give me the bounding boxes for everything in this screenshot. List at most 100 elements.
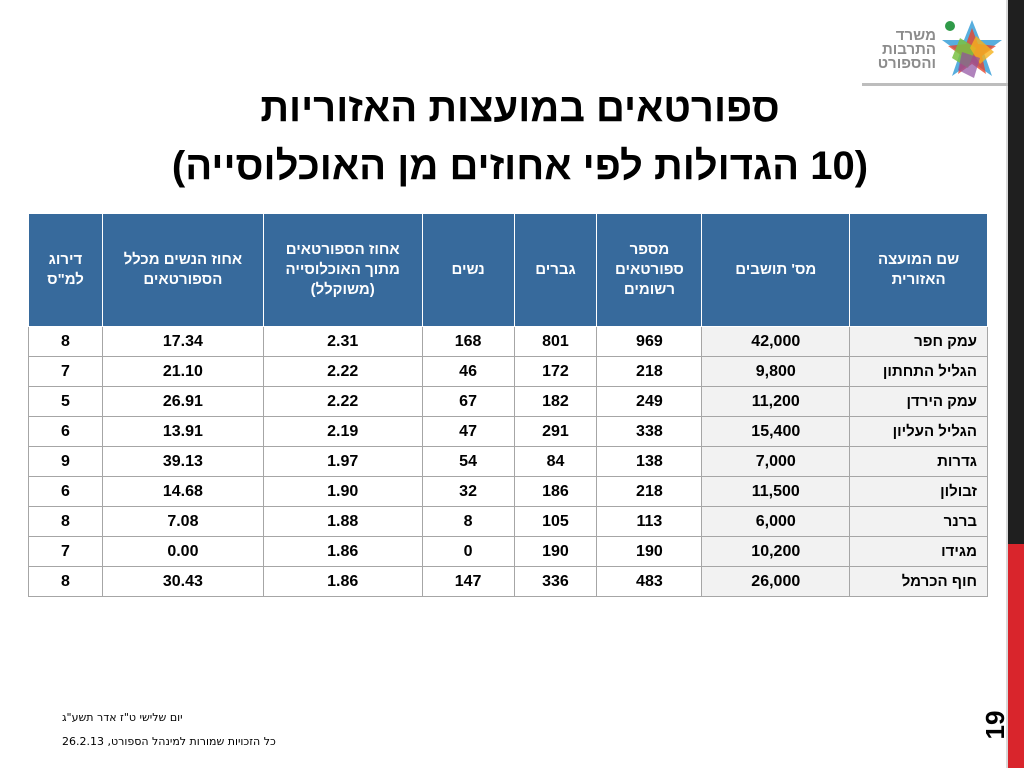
table-row: זבולון 11,500 218 186 32 1.90 14.68 6 — [28, 476, 988, 507]
cell-women: 32 — [421, 476, 515, 507]
cell-council-name: הגליל העליון — [849, 416, 988, 447]
cell-rank: 6 — [28, 416, 103, 447]
cell-athletes-percent: 2.22 — [262, 386, 423, 417]
header-athletes-percent: אחוז הספורטאים מתוך האוכלוסייה (משוקלל) — [262, 213, 423, 327]
cell-women-percent: 21.10 — [101, 356, 264, 387]
cell-rank: 8 — [28, 566, 103, 597]
logo-underline — [862, 83, 1008, 86]
cell-rank: 9 — [28, 446, 103, 477]
cell-women-percent: 13.91 — [101, 416, 264, 447]
footer-copyright: כל הזכויות שמורות למינהל הספורט, 26.2.13 — [62, 735, 276, 748]
sports-councils-table: שם המועצה האזורית מס' תושבים מספר ספורטא… — [28, 213, 988, 597]
cell-council-name: הגליל התחתון — [849, 356, 988, 387]
logo-line-1: משרד — [895, 27, 936, 44]
header-residents: מס' תושבים — [701, 213, 851, 327]
page-number: 19 — [980, 710, 1010, 740]
cell-residents: 6,000 — [701, 506, 851, 537]
cell-rank: 6 — [28, 476, 103, 507]
slide-divider-line — [1006, 0, 1008, 768]
cell-residents: 10,200 — [701, 536, 851, 567]
cell-women-percent: 7.08 — [101, 506, 264, 537]
cell-registered-athletes: 969 — [596, 326, 703, 357]
header-council-name: שם המועצה האזורית — [849, 213, 988, 327]
header-women: נשים — [421, 213, 515, 327]
cell-women: 147 — [421, 566, 515, 597]
table-row: עמק חפר 42,000 969 801 168 2.31 17.34 8 — [28, 326, 988, 357]
cell-women: 168 — [421, 326, 515, 357]
cell-men: 182 — [513, 386, 598, 417]
cell-registered-athletes: 218 — [596, 476, 703, 507]
cell-men: 336 — [513, 566, 598, 597]
cell-residents: 42,000 — [701, 326, 851, 357]
cell-registered-athletes: 483 — [596, 566, 703, 597]
cell-athletes-percent: 1.86 — [262, 566, 423, 597]
cell-council-name: גדרות — [849, 446, 988, 477]
cell-athletes-percent: 2.22 — [262, 356, 423, 387]
table-row: מגידו 10,200 190 190 0 1.86 0.00 7 — [28, 536, 988, 567]
cell-women-percent: 0.00 — [101, 536, 264, 567]
cell-men: 190 — [513, 536, 598, 567]
cell-residents: 7,000 — [701, 446, 851, 477]
slide-title: ספורטאים במועצות האזוריות — [260, 86, 780, 130]
cell-men: 801 — [513, 326, 598, 357]
cell-men: 84 — [513, 446, 598, 477]
header-men: גברים — [513, 213, 598, 327]
cell-men: 186 — [513, 476, 598, 507]
cell-athletes-percent: 1.90 — [262, 476, 423, 507]
footer-date: יום שלישי ט"ז אדר תשע"ג — [62, 711, 183, 724]
header-registered-athletes: מספר ספורטאים רשומים — [596, 213, 703, 327]
star-logo-icon — [942, 20, 1002, 78]
cell-residents: 9,800 — [701, 356, 851, 387]
logo-line-2: התרבות — [882, 41, 936, 58]
cell-council-name: מגידו — [849, 536, 988, 567]
cell-residents: 26,000 — [701, 566, 851, 597]
cell-athletes-percent: 2.31 — [262, 326, 423, 357]
cell-council-name: זבולון — [849, 476, 988, 507]
cell-women: 8 — [421, 506, 515, 537]
cell-registered-athletes: 190 — [596, 536, 703, 567]
cell-women-percent: 26.91 — [101, 386, 264, 417]
cell-athletes-percent: 2.19 — [262, 416, 423, 447]
cell-men: 172 — [513, 356, 598, 387]
logo-line-3: והספורט — [877, 55, 936, 72]
slide-subtitle: (10 הגדולות לפי אחוזים מן האוכלוסייה) — [171, 144, 869, 188]
cell-women: 54 — [421, 446, 515, 477]
cell-rank: 7 — [28, 356, 103, 387]
ministry-logo: משרד התרבות והספורט — [862, 14, 1008, 88]
cell-women-percent: 39.13 — [101, 446, 264, 477]
cell-women-percent: 17.34 — [101, 326, 264, 357]
side-bar-dark — [1008, 0, 1024, 544]
cell-registered-athletes: 218 — [596, 356, 703, 387]
side-bar-red — [1008, 544, 1024, 768]
header-women-percent: אחוז הנשים מכלל הספורטאים — [101, 213, 264, 327]
cell-residents: 11,500 — [701, 476, 851, 507]
cell-rank: 7 — [28, 536, 103, 567]
cell-women-percent: 30.43 — [101, 566, 264, 597]
cell-athletes-percent: 1.88 — [262, 506, 423, 537]
table-row: חוף הכרמל 26,000 483 336 147 1.86 30.43 … — [28, 566, 988, 597]
table-row: ברנר 6,000 113 105 8 1.88 7.08 8 — [28, 506, 988, 537]
cell-women-percent: 14.68 — [101, 476, 264, 507]
cell-athletes-percent: 1.86 — [262, 536, 423, 567]
cell-council-name: עמק חפר — [849, 326, 988, 357]
cell-men: 291 — [513, 416, 598, 447]
cell-women: 47 — [421, 416, 515, 447]
cell-registered-athletes: 338 — [596, 416, 703, 447]
table-header-row: שם המועצה האזורית מס' תושבים מספר ספורטא… — [28, 213, 988, 327]
cell-council-name: עמק הירדן — [849, 386, 988, 417]
cell-men: 105 — [513, 506, 598, 537]
cell-rank: 8 — [28, 326, 103, 357]
cell-women: 0 — [421, 536, 515, 567]
cell-council-name: ברנר — [849, 506, 988, 537]
cell-athletes-percent: 1.97 — [262, 446, 423, 477]
cell-residents: 11,200 — [701, 386, 851, 417]
cell-council-name: חוף הכרמל — [849, 566, 988, 597]
cell-women: 67 — [421, 386, 515, 417]
table-row: גדרות 7,000 138 84 54 1.97 39.13 9 — [28, 446, 988, 477]
cell-rank: 8 — [28, 506, 103, 537]
cell-women: 46 — [421, 356, 515, 387]
cell-registered-athletes: 113 — [596, 506, 703, 537]
logo-text: משרד התרבות והספורט — [877, 27, 936, 72]
cell-registered-athletes: 138 — [596, 446, 703, 477]
cell-rank: 5 — [28, 386, 103, 417]
